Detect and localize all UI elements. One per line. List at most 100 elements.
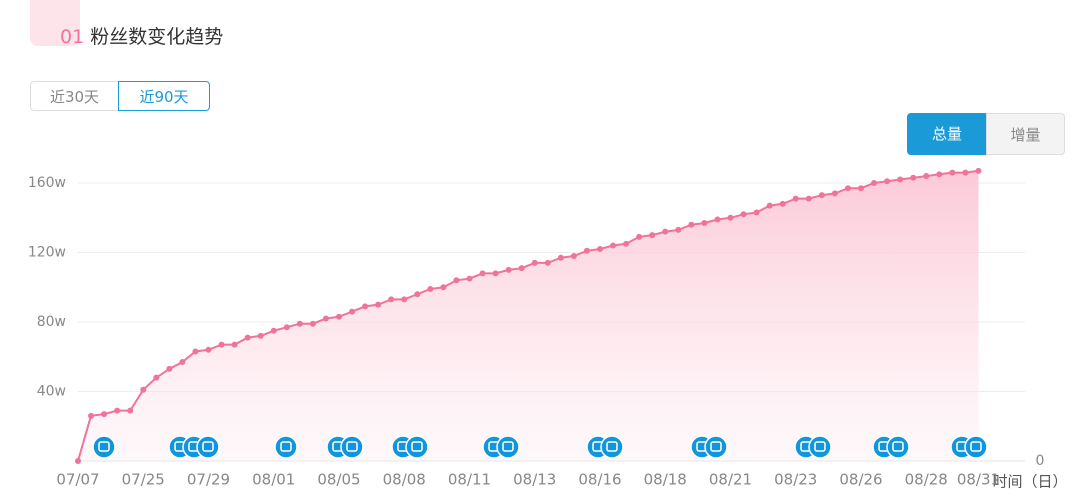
event-icon: [886, 435, 910, 459]
point: [557, 254, 564, 261]
x-tick-label: 08/16: [578, 471, 621, 489]
point: [492, 270, 499, 277]
point: [792, 195, 799, 202]
point: [166, 365, 173, 372]
area: [78, 170, 979, 462]
x-tick-label: 08/26: [839, 471, 882, 489]
point: [322, 315, 329, 322]
point: [662, 228, 669, 235]
point: [714, 216, 721, 223]
mode-tab-active[interactable]: 总量: [907, 113, 987, 155]
event-icon-glyph: [606, 441, 618, 452]
point: [518, 265, 525, 272]
point: [414, 291, 421, 298]
point: [544, 259, 551, 266]
point: [975, 167, 982, 174]
point: [766, 202, 773, 209]
line: [77, 169, 979, 462]
point: [688, 221, 695, 228]
point: [505, 266, 512, 273]
y-tick-label: 120w: [28, 245, 66, 261]
event-icon-glyph: [710, 441, 722, 452]
point: [897, 176, 904, 183]
x-tick-label: 08/23: [774, 471, 817, 489]
x-tick-label: 08/18: [644, 471, 687, 489]
header-number: 01: [60, 26, 85, 48]
point: [140, 386, 147, 393]
x-tick-label: 08/11: [448, 471, 491, 489]
point: [388, 296, 395, 303]
event-icon-glyph: [280, 441, 292, 452]
y2-tick-label: 0: [1036, 453, 1045, 469]
event-icon-glyph: [202, 441, 214, 452]
point: [192, 348, 199, 355]
point: [753, 209, 760, 216]
x-tick-label: 07/07: [56, 471, 99, 489]
x-tick-label: 07/25: [122, 471, 165, 489]
point: [871, 180, 878, 186]
point: [349, 308, 356, 315]
point: [818, 192, 825, 199]
point: [844, 185, 851, 192]
point: [401, 296, 408, 303]
point: [610, 242, 617, 249]
event-icon: [92, 435, 116, 459]
point: [570, 252, 577, 259]
point: [283, 324, 290, 331]
point: [88, 412, 95, 419]
event-icon-glyph: [970, 441, 982, 452]
event-icon: [964, 435, 988, 459]
point: [923, 173, 930, 180]
point: [466, 275, 473, 282]
point: [636, 233, 643, 240]
y-tick-label: 80w: [37, 314, 66, 330]
event-icon: [196, 435, 220, 459]
point: [910, 174, 917, 181]
point: [949, 169, 956, 176]
point: [101, 411, 108, 418]
point: [296, 320, 303, 327]
point: [701, 219, 708, 226]
point: [362, 303, 369, 310]
point: [244, 334, 251, 341]
range-tab-active[interactable]: 近90天: [118, 81, 210, 111]
point: [727, 214, 734, 221]
event-icon-glyph: [411, 441, 423, 452]
point: [309, 320, 316, 327]
header: 01 粉丝数变化趋势: [60, 22, 223, 49]
point: [427, 285, 434, 292]
event-icon: [600, 435, 624, 459]
x-tick-label: 08/21: [709, 471, 752, 489]
point: [740, 211, 747, 218]
header-title: 粉丝数变化趋势: [90, 26, 224, 48]
point: [114, 407, 121, 414]
point: [805, 195, 812, 202]
event-icon-glyph: [98, 441, 110, 452]
point: [218, 341, 225, 348]
event-icon-glyph: [346, 441, 358, 452]
point: [75, 458, 81, 464]
header-icon: [30, 0, 80, 46]
event-icon-glyph: [892, 441, 904, 452]
point: [858, 185, 864, 192]
point: [153, 374, 160, 381]
event-icon: [808, 435, 832, 459]
y-tick-label: 160w: [28, 175, 66, 191]
point: [270, 327, 277, 334]
y-tick-label: 40w: [37, 384, 66, 400]
x-tick-label: 08/01: [252, 471, 295, 489]
mode-tab[interactable]: 增量: [986, 113, 1065, 155]
event-icon: [704, 435, 728, 459]
x-axis-label: 时间（日）: [992, 473, 1067, 491]
point: [440, 284, 447, 291]
point: [779, 200, 786, 207]
point: [649, 232, 656, 239]
point: [257, 332, 264, 339]
point: [583, 247, 590, 254]
point: [231, 341, 238, 348]
point: [831, 190, 838, 197]
event-icon: [340, 435, 364, 459]
point: [884, 178, 891, 185]
event-icon: [405, 435, 429, 459]
